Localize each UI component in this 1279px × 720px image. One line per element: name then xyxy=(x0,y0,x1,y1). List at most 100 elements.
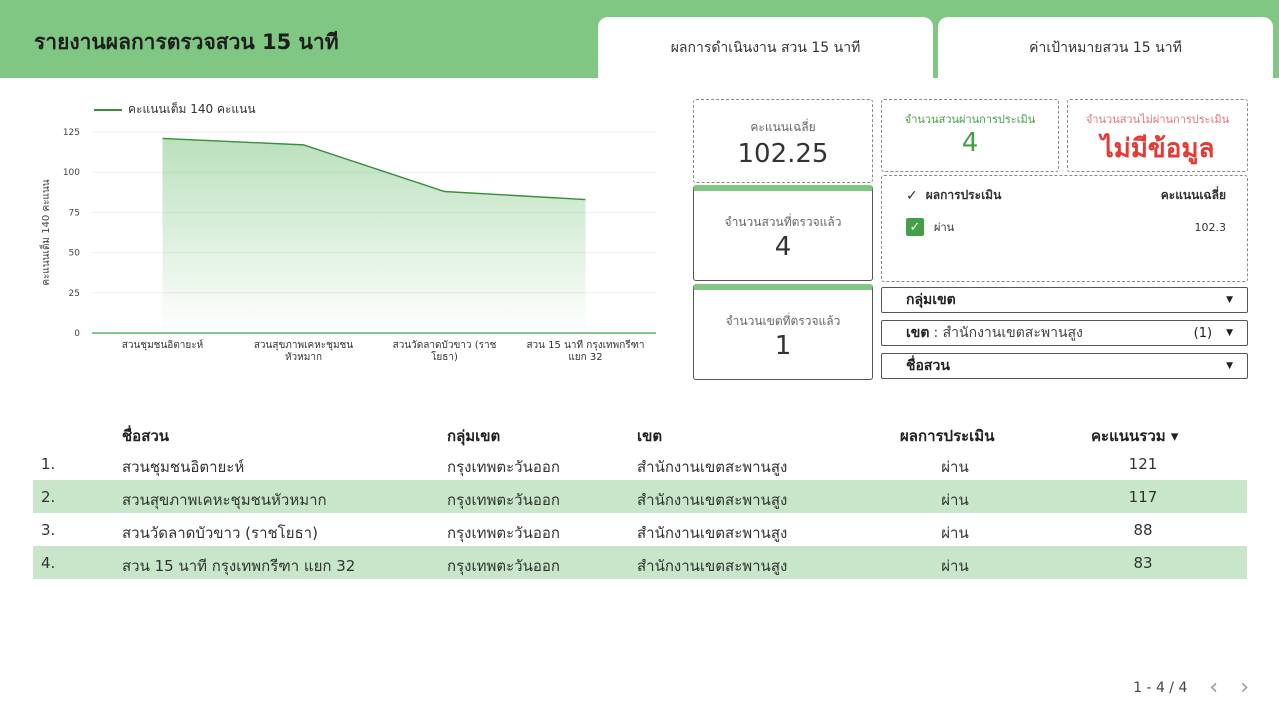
row-district: สำนักงานเขตสะพานสูง xyxy=(637,491,788,509)
table-row[interactable]: 1. สวนชุมชนอิตายะห์ กรุงเทพตะวันออก สำนั… xyxy=(33,447,1247,480)
header-park-name[interactable]: ชื่อสวน xyxy=(122,427,170,445)
x-tick-label: แยก 32 xyxy=(568,352,602,363)
header-evaluation[interactable]: ผลการประเมิน xyxy=(900,427,995,445)
tab-label: ผลการดำเนินงาน สวน 15 นาที xyxy=(670,39,861,56)
avg-score-value: 102.25 xyxy=(737,139,829,169)
filter-selected-value: : สำนักงานเขตสะพานสูง xyxy=(933,325,1083,341)
filter-label: เขต xyxy=(906,325,930,341)
avg-score-card: คะแนนเฉลี่ย 102.25 xyxy=(693,99,873,183)
row-park-name: สวนชุมชนอิตายะห์ xyxy=(122,458,245,476)
park-name-filter[interactable]: ชื่อสวน ▼ xyxy=(881,353,1248,379)
inspected-parks-card: จำนวนสวนที่ตรวจแล้ว 4 xyxy=(693,185,873,281)
inspected-parks-value: 4 xyxy=(774,232,792,262)
y-tick-label: 100 xyxy=(63,168,80,178)
filter-selected-count: (1) xyxy=(1193,325,1213,341)
dropdown-arrow-icon: ▼ xyxy=(1226,361,1233,371)
table-row[interactable]: 2. สวนสุขภาพเคหะชุมชนหัวหมาก กรุงเทพตะวั… xyxy=(33,480,1247,513)
x-tick-label: สวนวัดลาดบัวขาว (ราช xyxy=(393,340,497,351)
tab-targets[interactable]: ค่าเป้าหมายสวน 15 นาที xyxy=(938,17,1273,78)
checkbox-checked-icon[interactable]: ✓ xyxy=(906,218,924,236)
failed-parks-label: จำนวนสวนไม่ผ่านการประเมิน xyxy=(1085,113,1230,126)
chevron-left-icon[interactable]: ‹ xyxy=(1209,675,1219,700)
pagination: 1 - 4 / 4 ‹ › xyxy=(1133,675,1249,700)
row-park-name: สวนวัดลาดบัวขาว (ราชโยธา) xyxy=(122,524,318,542)
district-filter[interactable]: เขต : สำนักงานเขตสะพานสูง (1) ▼ xyxy=(881,320,1248,346)
y-tick-label: 50 xyxy=(69,249,81,259)
inspected-districts-label: จำนวนเขตที่ตรวจแล้ว xyxy=(725,314,841,328)
district-group-filter[interactable]: กลุ่มเขต ▼ xyxy=(881,287,1248,313)
header-district[interactable]: เขต xyxy=(637,427,663,445)
row-index: 1. xyxy=(41,455,56,473)
row-index: 2. xyxy=(41,488,56,506)
row-park-name: สวนสุขภาพเคหะชุมชนหัวหมาก xyxy=(122,491,327,509)
page-title: รายงานผลการตรวจสวน 15 นาที xyxy=(34,30,339,54)
chart-legend: คะแนนเต็ม 140 คะแนน xyxy=(94,100,256,119)
row-district-group: กรุงเทพตะวันออก xyxy=(447,491,560,509)
evaluation-table-header: ✓ ผลการประเมิน คะแนนเฉลี่ย xyxy=(906,186,1226,205)
header-bar: รายงานผลการตรวจสวน 15 นาที ผลการดำเนินงา… xyxy=(0,0,1279,78)
y-tick-label: 0 xyxy=(74,329,80,339)
legend-label: คะแนนเต็ม 140 คะแนน xyxy=(128,102,256,116)
row-district-group: กรุงเทพตะวันออก xyxy=(447,557,560,575)
passed-parks-label: จำนวนสวนผ่านการประเมิน xyxy=(904,113,1036,126)
tab-performance[interactable]: ผลการดำเนินงาน สวน 15 นาที xyxy=(598,17,933,78)
row-evaluation: ผ่าน xyxy=(941,557,969,575)
y-tick-label: 25 xyxy=(69,289,80,299)
header-district-group[interactable]: กลุ่มเขต xyxy=(447,427,501,445)
evaluation-summary-table: ✓ ผลการประเมิน คะแนนเฉลี่ย ✓ ผ่าน 102.3 xyxy=(881,175,1248,282)
x-tick-label: สวน 15 นาที กรุงเทพกรีฑา xyxy=(526,339,644,351)
row-index: 4. xyxy=(41,554,56,572)
failed-parks-card: จำนวนสวนไม่ผ่านการประเมิน ไม่มีข้อมูล xyxy=(1067,99,1248,172)
y-tick-label: 75 xyxy=(69,208,80,218)
checkmark-icon[interactable]: ✓ xyxy=(906,187,918,204)
legend-swatch xyxy=(94,108,122,111)
y-tick-label: 125 xyxy=(63,128,80,138)
row-total-score: 121 xyxy=(1128,455,1158,473)
y-axis-label: คะแนนเต็ม 140 คะแนน xyxy=(38,179,52,285)
avg-score-label: คะแนนเฉลี่ย xyxy=(750,120,816,134)
failed-parks-value: ไม่มีข้อมูล xyxy=(1100,134,1215,164)
row-total-score: 83 xyxy=(1133,554,1153,572)
header-total-score[interactable]: คะแนนรวม ▾ xyxy=(1091,427,1179,445)
series-line xyxy=(162,137,586,201)
chevron-right-icon[interactable]: › xyxy=(1240,675,1249,700)
row-district-group: กรุงเทพตะวันออก xyxy=(447,524,560,542)
row-district-group: กรุงเทพตะวันออก xyxy=(447,458,560,476)
filter-label: ชื่อสวน xyxy=(906,358,950,374)
tab-label: ค่าเป้าหมายสวน 15 นาที xyxy=(1029,39,1182,56)
row-district: สำนักงานเขตสะพานสูง xyxy=(637,458,788,476)
passed-parks-card: จำนวนสวนผ่านการประเมิน 4 xyxy=(881,99,1059,172)
evaluation-row-value: 102.3 xyxy=(1194,220,1227,234)
evaluation-column-header[interactable]: ผลการประเมิน xyxy=(925,188,1002,202)
dropdown-arrow-icon: ▼ xyxy=(1226,328,1233,338)
table-row[interactable]: 4. สวน 15 นาที กรุงเทพกรีฑา แยก 32 กรุงเ… xyxy=(33,546,1247,579)
evaluation-row-label: ผ่าน xyxy=(934,221,955,234)
x-tick-label: หัวหมาก xyxy=(285,352,322,363)
x-tick-label: โยธา) xyxy=(431,350,458,363)
row-total-score: 88 xyxy=(1133,521,1153,539)
inspected-districts-card: จำนวนเขตที่ตรวจแล้ว 1 xyxy=(693,284,873,380)
score-area-chart: 0 25 50 75 100 125 คะแนนเต็ม 140 คะแนนสวนชุมชน… xyxy=(30,92,670,382)
avg-column-header[interactable]: คะแนนเฉลี่ย xyxy=(1160,188,1226,202)
table-header-row: ชื่อสวน กลุ่มเขต เขต ผลการประเมิน คะแนนร… xyxy=(33,420,1247,453)
row-district: สำนักงานเขตสะพานสูง xyxy=(637,524,788,542)
filter-label: กลุ่มเขต xyxy=(906,292,956,308)
dropdown-arrow-icon: ▼ xyxy=(1226,295,1233,305)
inspected-parks-label: จำนวนสวนที่ตรวจแล้ว xyxy=(724,215,842,229)
row-park-name: สวน 15 นาที กรุงเทพกรีฑา แยก 32 xyxy=(122,557,356,575)
inspected-districts-value: 1 xyxy=(774,331,792,361)
evaluation-row[interactable]: ✓ ผ่าน 102.3 xyxy=(906,218,1226,236)
row-evaluation: ผ่าน xyxy=(941,524,969,542)
row-index: 3. xyxy=(41,521,56,539)
row-district: สำนักงานเขตสะพานสูง xyxy=(637,557,788,575)
x-tick-label: สวนสุขภาพเคหะชุมชน xyxy=(254,340,354,351)
row-total-score: 117 xyxy=(1128,488,1158,506)
row-evaluation: ผ่าน xyxy=(941,458,969,476)
x-tick-label: สวนชุมชนอิตายะห์ xyxy=(122,339,204,351)
table-row[interactable]: 3. สวนวัดลาดบัวขาว (ราชโยธา) กรุงเทพตะวั… xyxy=(33,513,1247,546)
series-area xyxy=(162,138,586,333)
passed-parks-value: 4 xyxy=(961,128,979,158)
chart-canvas: 0 25 50 75 100 125 คะแนนเต็ม 140 คะแนนสวนชุมชน… xyxy=(38,128,656,363)
row-evaluation: ผ่าน xyxy=(941,491,969,509)
page-range-text: 1 - 4 / 4 xyxy=(1133,680,1188,696)
